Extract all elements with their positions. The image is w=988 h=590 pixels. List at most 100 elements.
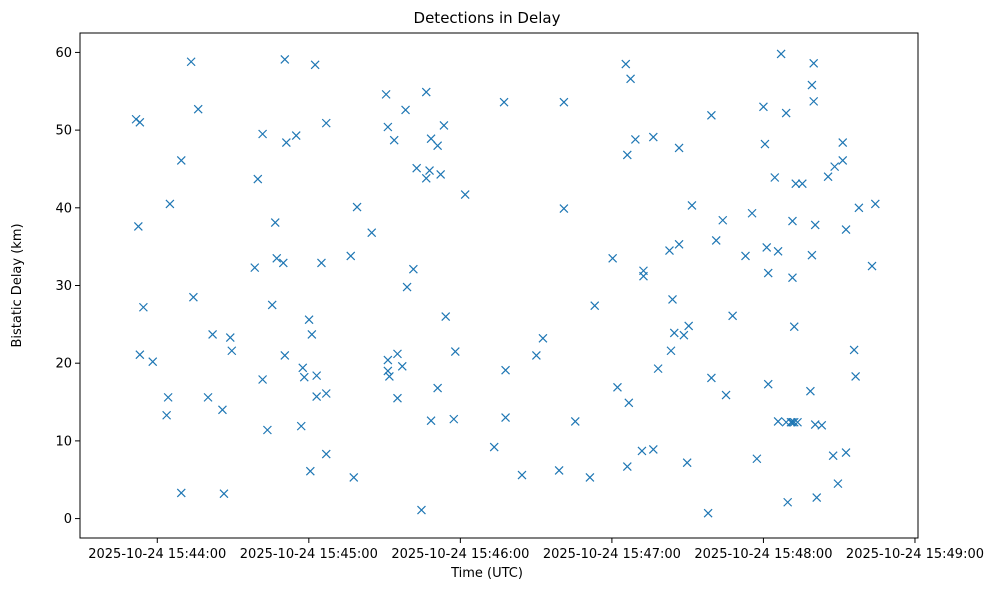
data-point xyxy=(793,417,802,427)
data-point xyxy=(648,445,658,454)
data-point xyxy=(439,121,449,130)
data-point xyxy=(833,479,843,489)
data-point xyxy=(421,173,431,183)
data-point xyxy=(849,345,859,355)
x-tick-label: 2025-10-24 15:46:00 xyxy=(391,547,529,562)
data-point xyxy=(630,135,640,144)
data-point xyxy=(219,489,229,499)
data-point xyxy=(718,215,728,225)
data-point xyxy=(791,179,801,189)
data-point xyxy=(501,413,510,423)
data-point xyxy=(258,375,268,384)
data-point xyxy=(310,60,320,70)
data-point xyxy=(307,330,317,339)
y-tick-label: 10 xyxy=(55,434,72,449)
data-point xyxy=(773,417,783,426)
data-point xyxy=(203,392,213,402)
data-point xyxy=(590,301,600,311)
data-point xyxy=(426,416,436,426)
data-point xyxy=(807,80,817,90)
x-tick-label: 2025-10-24 15:48:00 xyxy=(694,547,832,562)
data-point xyxy=(622,150,632,160)
data-point xyxy=(421,87,431,97)
data-point xyxy=(687,201,697,210)
data-point xyxy=(809,58,819,68)
data-point xyxy=(321,389,331,398)
data-point xyxy=(383,366,393,376)
data-point xyxy=(346,251,356,261)
data-point xyxy=(637,446,647,456)
data-point xyxy=(408,264,418,274)
data-point xyxy=(789,417,799,427)
data-point xyxy=(531,350,541,360)
data-point xyxy=(679,330,689,340)
data-point xyxy=(176,488,186,498)
data-point xyxy=(838,155,848,165)
data-point xyxy=(788,216,797,226)
data-point xyxy=(752,454,762,464)
data-point xyxy=(570,417,580,426)
data-point xyxy=(441,312,451,322)
data-point xyxy=(393,349,402,359)
data-point xyxy=(208,330,218,339)
data-point xyxy=(397,361,407,371)
y-tick-label: 50 xyxy=(55,124,72,139)
data-point xyxy=(133,222,143,231)
data-point xyxy=(621,59,631,69)
data-point xyxy=(622,462,632,471)
data-point xyxy=(367,228,377,238)
data-point xyxy=(810,220,820,230)
data-point xyxy=(281,138,291,147)
data-point xyxy=(830,162,840,172)
data-point xyxy=(776,49,786,59)
data-point xyxy=(809,96,819,106)
data-point xyxy=(626,74,636,84)
data-point xyxy=(304,315,314,325)
data-point xyxy=(781,108,791,118)
data-point xyxy=(296,421,306,431)
data-point xyxy=(669,328,679,338)
data-point xyxy=(559,97,569,107)
data-point xyxy=(538,333,548,343)
data-point xyxy=(383,122,393,132)
data-point xyxy=(402,282,412,292)
data-point xyxy=(559,204,569,214)
data-point xyxy=(666,346,676,356)
data-point xyxy=(381,89,391,99)
data-point xyxy=(499,97,509,107)
data-point xyxy=(838,138,848,147)
y-axis-label: Bistatic Delay (km) xyxy=(10,223,25,347)
data-point xyxy=(841,448,851,457)
data-point xyxy=(349,472,359,482)
data-point xyxy=(188,292,198,302)
data-point xyxy=(280,350,290,360)
y-tick-label: 40 xyxy=(55,201,72,216)
data-point xyxy=(417,505,426,515)
data-point xyxy=(648,132,658,142)
data-point xyxy=(250,263,260,273)
data-point xyxy=(218,405,227,415)
data-point xyxy=(711,236,721,245)
data-point xyxy=(501,365,510,375)
data-point xyxy=(436,169,446,179)
plot-area-frame xyxy=(79,32,919,539)
data-point xyxy=(162,410,172,420)
data-point xyxy=(665,246,674,255)
data-point xyxy=(721,390,731,400)
data-point xyxy=(305,466,315,476)
data-point xyxy=(176,155,186,165)
data-point xyxy=(703,508,713,518)
data-point xyxy=(867,261,877,271)
data-point xyxy=(870,199,880,209)
data-point xyxy=(706,373,716,383)
data-point xyxy=(773,246,783,256)
data-point xyxy=(272,253,282,263)
x-tick-label: 2025-10-24 15:49:00 xyxy=(846,547,984,562)
data-point xyxy=(433,141,443,151)
data-point xyxy=(165,199,175,209)
x-axis-label: Time (UTC) xyxy=(450,566,523,581)
data-point xyxy=(148,357,158,367)
y-tick-label: 20 xyxy=(55,357,72,372)
y-tick-label: 30 xyxy=(55,279,72,294)
